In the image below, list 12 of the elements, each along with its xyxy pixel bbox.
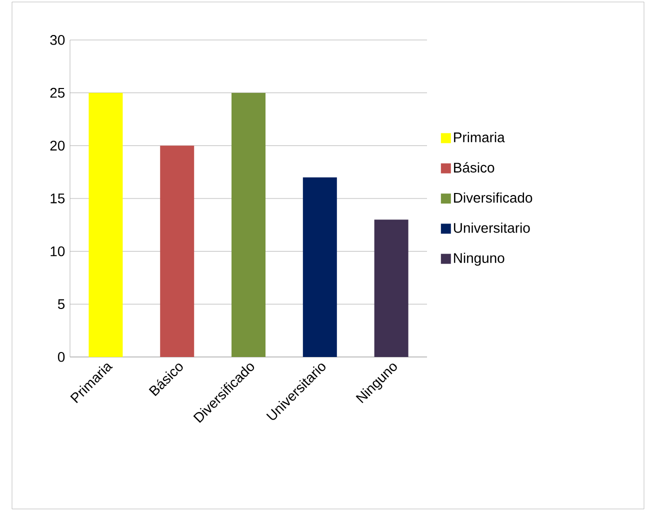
y-tick-label: 25 — [50, 88, 65, 98]
y-tick-label: 10 — [50, 246, 65, 256]
legend-label: Ninguno — [454, 252, 504, 266]
y-tick-label: 0 — [58, 352, 65, 362]
legend-label: Básico — [454, 162, 494, 173]
y-tick-label: 20 — [50, 140, 65, 151]
y-tick-label: 30 — [50, 35, 65, 45]
y-tick-label: 15 — [50, 194, 65, 204]
y-tick-label: 5 — [58, 299, 65, 310]
legend-label: Universitario — [454, 222, 530, 233]
legend-label: Primaria — [454, 132, 505, 142]
legend-label: Diversificado — [454, 192, 532, 203]
